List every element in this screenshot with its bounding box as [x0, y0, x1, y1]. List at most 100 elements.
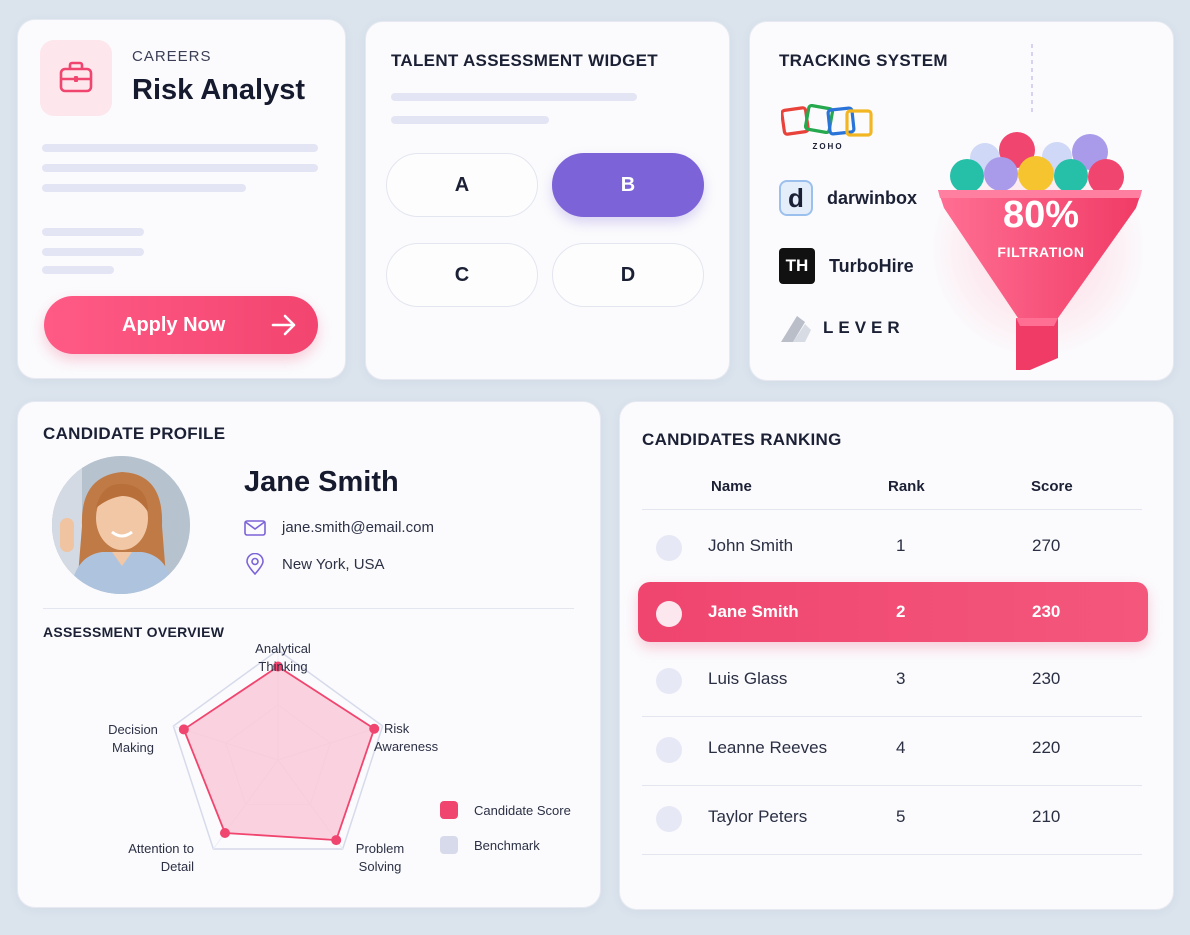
table-row-highlighted[interactable]: Jane Smith 2 230 — [638, 582, 1148, 642]
legend-swatch-candidate — [440, 801, 458, 819]
turbohire-name: TurboHire — [829, 255, 914, 276]
option-c-button[interactable]: C — [386, 243, 538, 307]
lever-item: LEVER — [779, 312, 905, 344]
radar-label-problem-solving: Problem Solving — [340, 840, 420, 876]
radar-label-line: Awareness — [374, 739, 439, 754]
row-score: 230 — [1032, 602, 1061, 621]
zoho-item: ZOHO — [781, 104, 875, 151]
apply-now-label: Apply Now — [122, 313, 226, 336]
row-name: Taylor Peters — [708, 807, 808, 826]
description-placeholder-line — [42, 248, 144, 256]
row-rank: 2 — [896, 602, 906, 621]
header-divider — [642, 509, 1142, 510]
description-placeholder-line — [42, 164, 318, 172]
row-rank: 3 — [896, 669, 906, 688]
row-score: 220 — [1032, 738, 1061, 757]
legend-benchmark: Benchmark — [440, 836, 540, 854]
radar-label-line: Risk — [384, 721, 410, 736]
radar-candidate-point — [273, 661, 283, 672]
assessment-overview-title: ASSESSMENT OVERVIEW — [43, 624, 225, 640]
zoho-wordmark: ZOHO — [812, 142, 844, 151]
candidates-ranking-title: CANDIDATES RANKING — [642, 430, 842, 449]
row-avatar-dot — [656, 668, 682, 694]
tracking-system-title: TRACKING SYSTEM — [779, 51, 948, 70]
row-avatar-dot — [656, 601, 682, 627]
candidates-ranking-card: CANDIDATES RANKING Name Rank Score John … — [619, 401, 1174, 910]
apply-now-button[interactable]: Apply Now — [44, 296, 318, 354]
row-score: 210 — [1032, 807, 1061, 826]
row-avatar-dot — [656, 737, 682, 763]
description-placeholder-line — [42, 144, 318, 152]
radar-label-analytical-thinking: Analytical Thinking — [240, 640, 326, 676]
radar-label-line: Analytical — [255, 641, 311, 656]
lever-logo-icon — [781, 316, 811, 342]
radar-candidate-area — [182, 665, 376, 842]
careers-label: CAREERS — [132, 48, 212, 65]
radar-candidate-point — [178, 724, 189, 735]
radar-label-decision-making: Decision Making — [98, 721, 168, 757]
candidate-avatar — [52, 456, 190, 594]
table-row[interactable]: Luis Glass 3 230 — [642, 649, 1142, 717]
candidate-profile-card: CANDIDATE PROFILE Jane Smith jane.smith@… — [17, 401, 601, 908]
radar-label-risk-awareness: Risk Awareness — [374, 720, 460, 756]
funnel-illustration — [930, 44, 1148, 370]
description-placeholder-line — [42, 184, 246, 192]
row-rank: 5 — [896, 807, 906, 826]
darwinbox-name: darwinbox — [827, 187, 918, 208]
zoho-logo-icon — [781, 104, 873, 137]
table-row[interactable]: Leanne Reeves 4 220 — [642, 718, 1142, 786]
funnel-label: FILTRATION — [997, 244, 1085, 260]
legend-swatch-benchmark — [440, 836, 458, 854]
assessment-widget-title: TALENT ASSESSMENT WIDGET — [391, 51, 658, 70]
column-header-score[interactable]: Score — [1031, 478, 1073, 495]
table-row[interactable]: John Smith 1 270 — [642, 516, 1142, 576]
briefcase-icon-tile — [40, 40, 112, 116]
row-rank: 1 — [896, 536, 906, 555]
row-score: 230 — [1032, 669, 1061, 688]
darwinbox-item: d darwinbox — [779, 180, 917, 216]
radar-candidate-point — [219, 827, 230, 838]
option-b-button[interactable]: B — [552, 153, 704, 217]
row-avatar-dot — [656, 806, 682, 832]
description-placeholder-line — [42, 266, 114, 274]
tracking-system-card: TRACKING SYSTEM ZOHO d darwinbox TH Turb… — [749, 21, 1174, 381]
funnel-percentage: 80% — [1002, 194, 1080, 236]
job-title: Risk Analyst — [132, 74, 305, 106]
location-pin-icon — [246, 553, 264, 575]
row-name: Leanne Reeves — [708, 738, 828, 757]
radar-label-line: Problem — [355, 841, 405, 856]
row-divider — [642, 854, 1142, 855]
row-name: Luis Glass — [708, 669, 788, 688]
radar-label-line: Decision — [108, 722, 158, 737]
candidate-name: Jane Smith — [244, 466, 399, 498]
row-divider — [642, 785, 1142, 786]
column-header-rank[interactable]: Rank — [888, 478, 925, 495]
question-placeholder-line — [391, 116, 549, 124]
row-divider — [642, 716, 1142, 717]
profile-divider — [43, 608, 574, 609]
turbohire-logo-icon: TH — [779, 248, 815, 284]
radar-label-line: Detail — [160, 859, 194, 874]
row-rank: 4 — [896, 738, 906, 757]
radar-candidate-point — [331, 835, 342, 846]
candidate-location: New York, USA — [282, 555, 385, 573]
arrow-right-icon — [271, 314, 296, 336]
row-score: 270 — [1032, 536, 1061, 555]
radar-chart — [172, 649, 384, 850]
legend-label-candidate: Candidate Score — [474, 802, 571, 818]
row-name: John Smith — [708, 536, 794, 555]
candidate-profile-title: CANDIDATE PROFILE — [43, 424, 226, 443]
option-a-button[interactable]: A — [386, 153, 538, 217]
candidate-email-row: jane.smith@email.com — [244, 519, 434, 536]
assessment-widget-card: TALENT ASSESSMENT WIDGET A B C D — [365, 21, 730, 380]
table-row[interactable]: Taylor Peters 5 210 — [642, 787, 1142, 855]
turbohire-logo-letters: TH — [785, 256, 809, 275]
option-d-button[interactable]: D — [552, 243, 704, 307]
lever-name: LEVER — [823, 318, 905, 337]
column-header-name[interactable]: Name — [711, 478, 752, 495]
legend-label-benchmark: Benchmark — [474, 837, 540, 853]
radar-candidate-point — [369, 723, 380, 734]
darwinbox-logo-icon: d — [779, 180, 813, 216]
mail-icon — [244, 519, 266, 536]
darwinbox-logo-letter: d — [788, 183, 804, 213]
